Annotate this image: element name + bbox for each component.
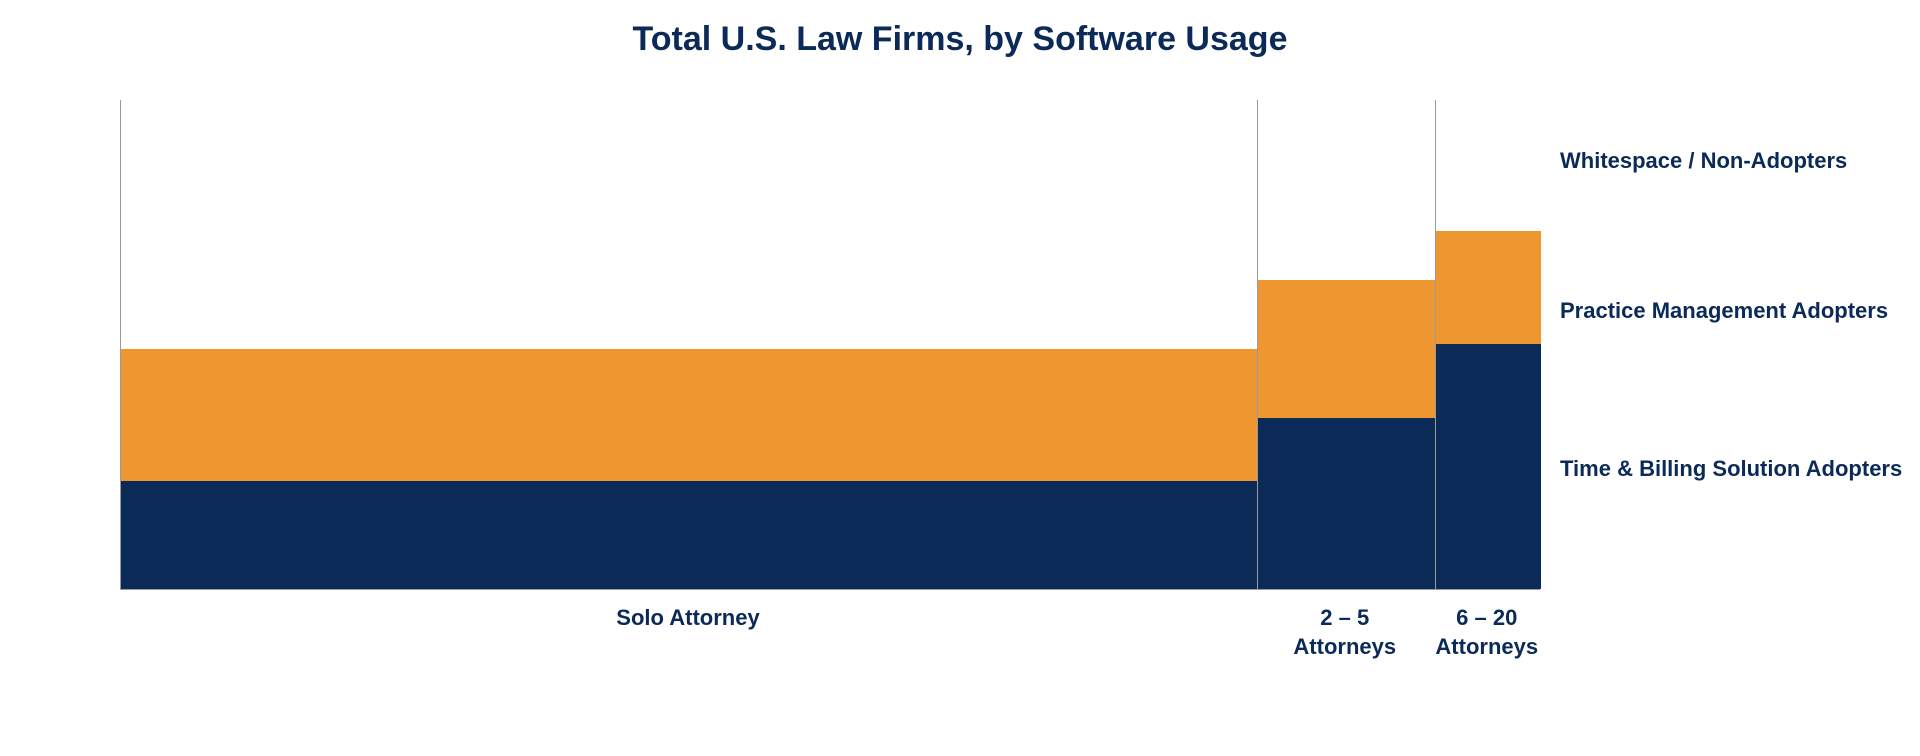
chart-plot-area (120, 100, 1540, 590)
segment-solo-whitespace (121, 99, 1257, 349)
segment-six_twenty-time_billing (1436, 344, 1542, 589)
segment-two_five-time_billing (1258, 418, 1435, 590)
x-label-six_twenty: 6 – 20 Attorneys (1434, 604, 1541, 661)
column-six_twenty (1435, 101, 1542, 589)
segment-solo-time_billing (121, 481, 1257, 589)
x-axis-labels: Solo Attorney2 – 5 Attorneys6 – 20 Attor… (120, 604, 1540, 684)
segment-two_five-practice_mgmt (1258, 280, 1435, 417)
column-solo (121, 101, 1257, 589)
segment-solo-practice_mgmt (121, 349, 1257, 481)
segment-two_five-whitespace (1258, 99, 1435, 280)
segment-six_twenty-practice_mgmt (1436, 231, 1542, 344)
x-label-solo: Solo Attorney (120, 604, 1256, 633)
segment-six_twenty-whitespace (1436, 99, 1542, 231)
legend-item-practice_mgmt: Practice Management Adopters (1560, 298, 1888, 324)
page: Total U.S. Law Firms, by Software Usage … (0, 0, 1920, 756)
legend-item-whitespace: Whitespace / Non-Adopters (1560, 148, 1847, 174)
legend: Whitespace / Non-Adopters Practice Manage… (1560, 0, 1920, 756)
x-label-two_five: 2 – 5 Attorneys (1256, 604, 1434, 661)
column-two_five (1257, 101, 1435, 589)
legend-item-time_billing: Time & Billing Solution Adopters (1560, 456, 1902, 482)
